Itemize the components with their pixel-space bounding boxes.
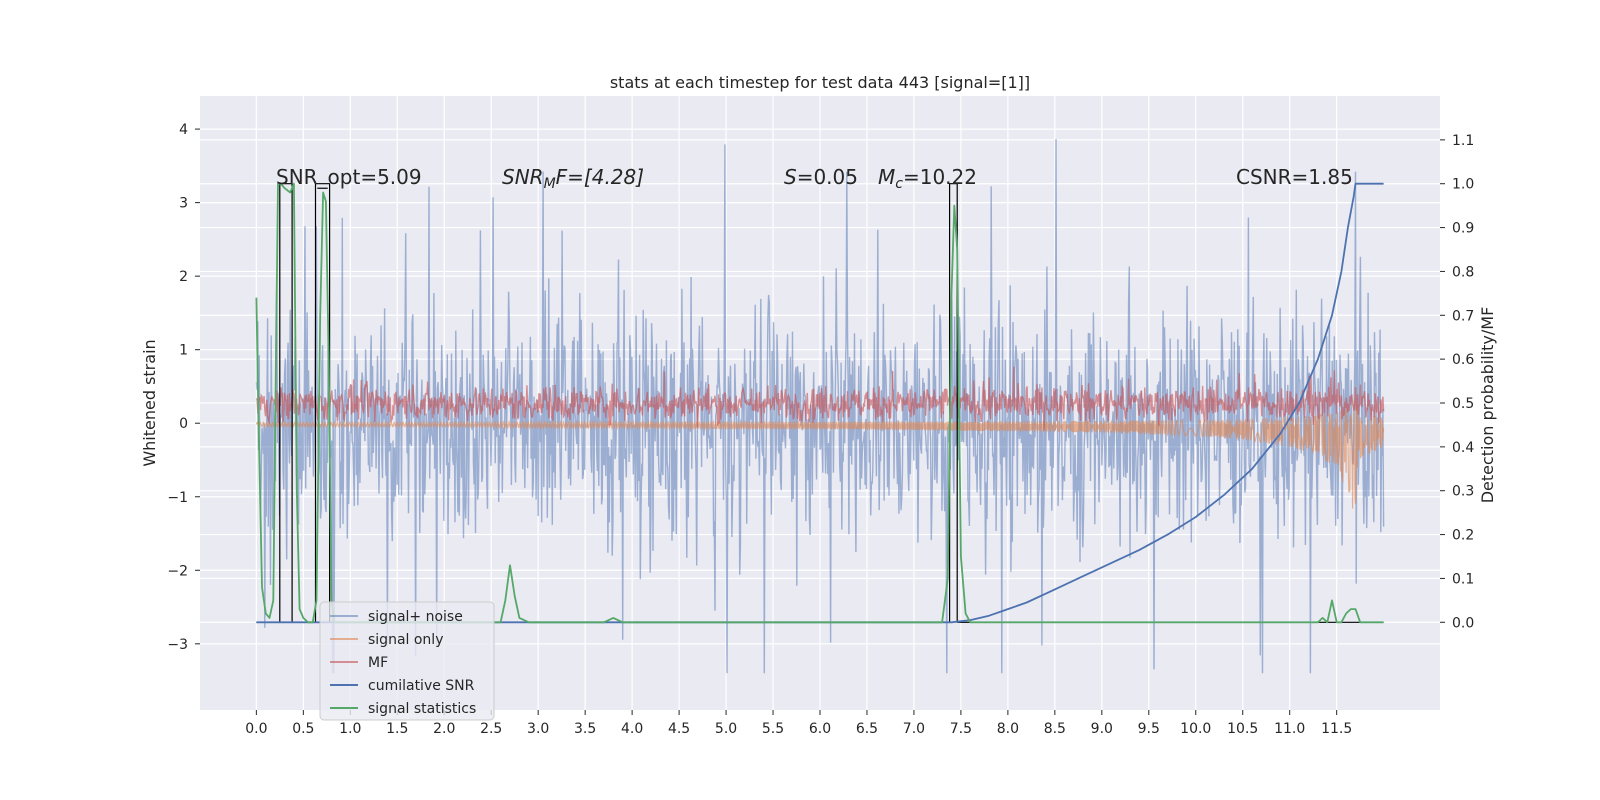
legend-label-cumulative-snr: cumilative SNR (368, 678, 475, 694)
x-tick-label: 11.0 (1274, 721, 1305, 737)
x-tick-label: 3.5 (574, 721, 596, 737)
legend-label-signal-statistics: signal statistics (368, 701, 476, 717)
data-layer (255, 139, 1385, 674)
left-y-tick-label: −1 (167, 490, 188, 506)
x-tick-label: 4.0 (621, 721, 643, 737)
series-signal-only-line (255, 400, 1385, 509)
left-y-tick-label: −3 (167, 637, 188, 653)
right-y-tick-label: 0.7 (1452, 308, 1474, 324)
x-tick-label: 5.5 (762, 721, 784, 737)
right-y-tick-label: 0.2 (1452, 528, 1474, 544)
mc-subscript: c (895, 176, 903, 192)
left-y-tick-label: 4 (179, 122, 188, 138)
s-annotation: S=0.05 (784, 165, 858, 189)
csnr-annotation: CSNR=1.85 (1236, 165, 1353, 189)
left-y-tick-label: 3 (179, 196, 188, 212)
series-cumulative-snr-line (256, 182, 1384, 624)
x-tick-label: 10.0 (1180, 721, 1211, 737)
chart-title: stats at each timestep for test data 443… (610, 73, 1030, 92)
snr-opt-annotation: SNR_opt=5.09 (276, 165, 422, 189)
x-tick-label: 4.5 (668, 721, 690, 737)
x-tick-label: 1.0 (339, 721, 361, 737)
x-axis-ticks: 0.0 0.5 1.0 1.5 2.0 2.5 3.0 3.5 4.0 4.5 5.0 5.5 6.0 6… (245, 710, 1352, 737)
snr-mf-subscript: M (544, 176, 556, 192)
right-y-tick-label: 0.3 (1452, 484, 1474, 500)
x-tick-label: 0.5 (292, 721, 314, 737)
right-y-axis-label: Detection probability/MF (1478, 307, 1497, 504)
x-tick-label: 8.5 (1044, 721, 1066, 737)
left-y-tick-label: 0 (179, 416, 188, 432)
right-y-tick-label: 0.6 (1452, 352, 1474, 368)
x-tick-label: 11.5 (1321, 721, 1352, 737)
series-signal-statistics-line (255, 182, 1384, 624)
legend-frame (319, 601, 495, 721)
snr-mf-annotation: SNRMF=[4.28] (502, 165, 644, 192)
left-y-tick-label: −2 (167, 563, 188, 579)
x-tick-label: 2.5 (480, 721, 502, 737)
x-tick-label: 5.0 (715, 721, 737, 737)
x-tick-label: 2.0 (433, 721, 455, 737)
right-y-tick-label: 0.5 (1452, 396, 1474, 412)
right-y-tick-label: 0.0 (1452, 615, 1474, 631)
x-tick-label: 8.0 (997, 721, 1019, 737)
left-y-axis-ticks: 4 3 2 1 0 −1 −2 −3 (167, 122, 200, 653)
right-y-axis-ticks: 1.1 1.0 0.9 0.8 0.7 0.6 0.5 0.4 0.3 0.2 0.1 0.0 (1440, 133, 1474, 631)
series-signal-noise-line (255, 139, 1385, 674)
x-tick-label: 6.0 (809, 721, 831, 737)
x-tick-label: 9.5 (1138, 721, 1160, 737)
legend-label-signal-noise: signal+ noise (368, 609, 463, 625)
right-y-tick-label: 0.1 (1452, 571, 1474, 587)
left-y-tick-label: 1 (179, 343, 188, 359)
legend-label-mf: MF (368, 655, 388, 671)
mc-label: M (878, 165, 895, 189)
series-mf-line (255, 366, 1385, 431)
x-tick-label: 7.0 (903, 721, 925, 737)
legend-label-signal-only: signal only (368, 632, 443, 648)
s-label: S (784, 165, 797, 189)
right-y-tick-label: 0.4 (1452, 440, 1474, 456)
right-y-tick-label: 1.1 (1452, 133, 1474, 149)
right-y-tick-label: 0.9 (1452, 221, 1474, 237)
left-y-axis-label: Whitened strain (140, 339, 159, 466)
x-tick-label: 10.5 (1227, 721, 1258, 737)
x-tick-label: 3.0 (527, 721, 549, 737)
legend: signal+ noise signal only MF cumilative … (319, 601, 495, 721)
right-y-tick-label: 1.0 (1452, 177, 1474, 193)
x-tick-label: 6.5 (856, 721, 878, 737)
x-tick-label: 9.0 (1091, 721, 1113, 737)
mc-value: =10.22 (903, 165, 977, 189)
right-y-tick-label: 0.8 (1452, 264, 1474, 280)
x-tick-label: 0.0 (245, 721, 267, 737)
left-y-tick-label: 2 (179, 269, 188, 285)
x-tick-label: 7.5 (950, 721, 972, 737)
snr-mf-label: SNR (502, 165, 544, 189)
s-value: =0.05 (797, 165, 858, 189)
x-tick-label: 1.5 (386, 721, 408, 737)
mc-annotation: Mc=10.22 (878, 165, 977, 192)
snr-mf-rest: F=[4.28] (556, 165, 644, 189)
